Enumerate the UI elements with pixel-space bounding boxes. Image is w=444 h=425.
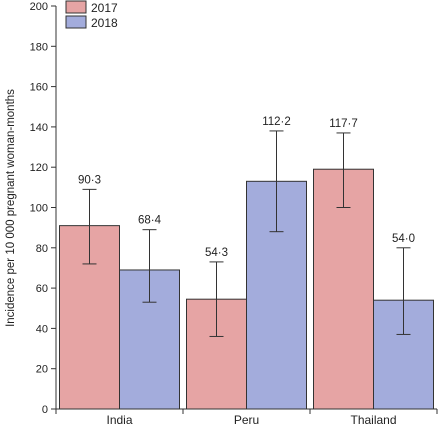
y-tick-label: 100 — [30, 203, 48, 215]
bars-layer — [59, 168, 434, 410]
y-tick-label: 180 — [30, 41, 48, 53]
x-tick-label-india: India — [106, 413, 132, 425]
data-label-2017-peru: 54·3 — [205, 247, 228, 259]
legend-swatch-2018 — [65, 15, 87, 29]
axes-layer: 0 20 40 60 80 100 120 140 160 180 200 India Peru Thai… — [30, 1, 438, 425]
legend-swatch-2017 — [65, 0, 87, 14]
x-tick-label-peru: Peru — [234, 413, 259, 425]
y-tick-label: 20 — [36, 364, 48, 376]
y-tick-label: 60 — [36, 283, 48, 295]
y-tick-label: 160 — [30, 82, 48, 94]
y-tick-label: 40 — [36, 323, 48, 335]
data-label-2017-thailand: 117·7 — [329, 118, 358, 130]
legend-label-2018: 2018 — [91, 16, 118, 30]
x-tick-label-thailand: Thailand — [350, 413, 396, 425]
y-tick-label: 80 — [36, 243, 48, 255]
y-tick-label: 0 — [42, 404, 48, 416]
y-axis-title: Incidence per 10 000 pregnant woman-mont… — [5, 89, 17, 327]
data-label-2018-india: 68·4 — [138, 215, 162, 227]
y-tick-label: 200 — [30, 1, 48, 13]
error-bars-layer — [82, 130, 411, 337]
y-tick-label: 140 — [30, 122, 48, 134]
data-label-2018-thailand: 54·0 — [392, 233, 415, 245]
y-tick-label: 120 — [30, 162, 48, 174]
data-labels-layer: 90·3 54·3 117·7 68·4 112·2 54·0 — [78, 116, 415, 259]
data-label-2018-peru: 112·2 — [262, 116, 291, 128]
data-label-2017-india: 90·3 — [78, 174, 101, 186]
legend-label-2017: 2017 — [91, 1, 118, 15]
